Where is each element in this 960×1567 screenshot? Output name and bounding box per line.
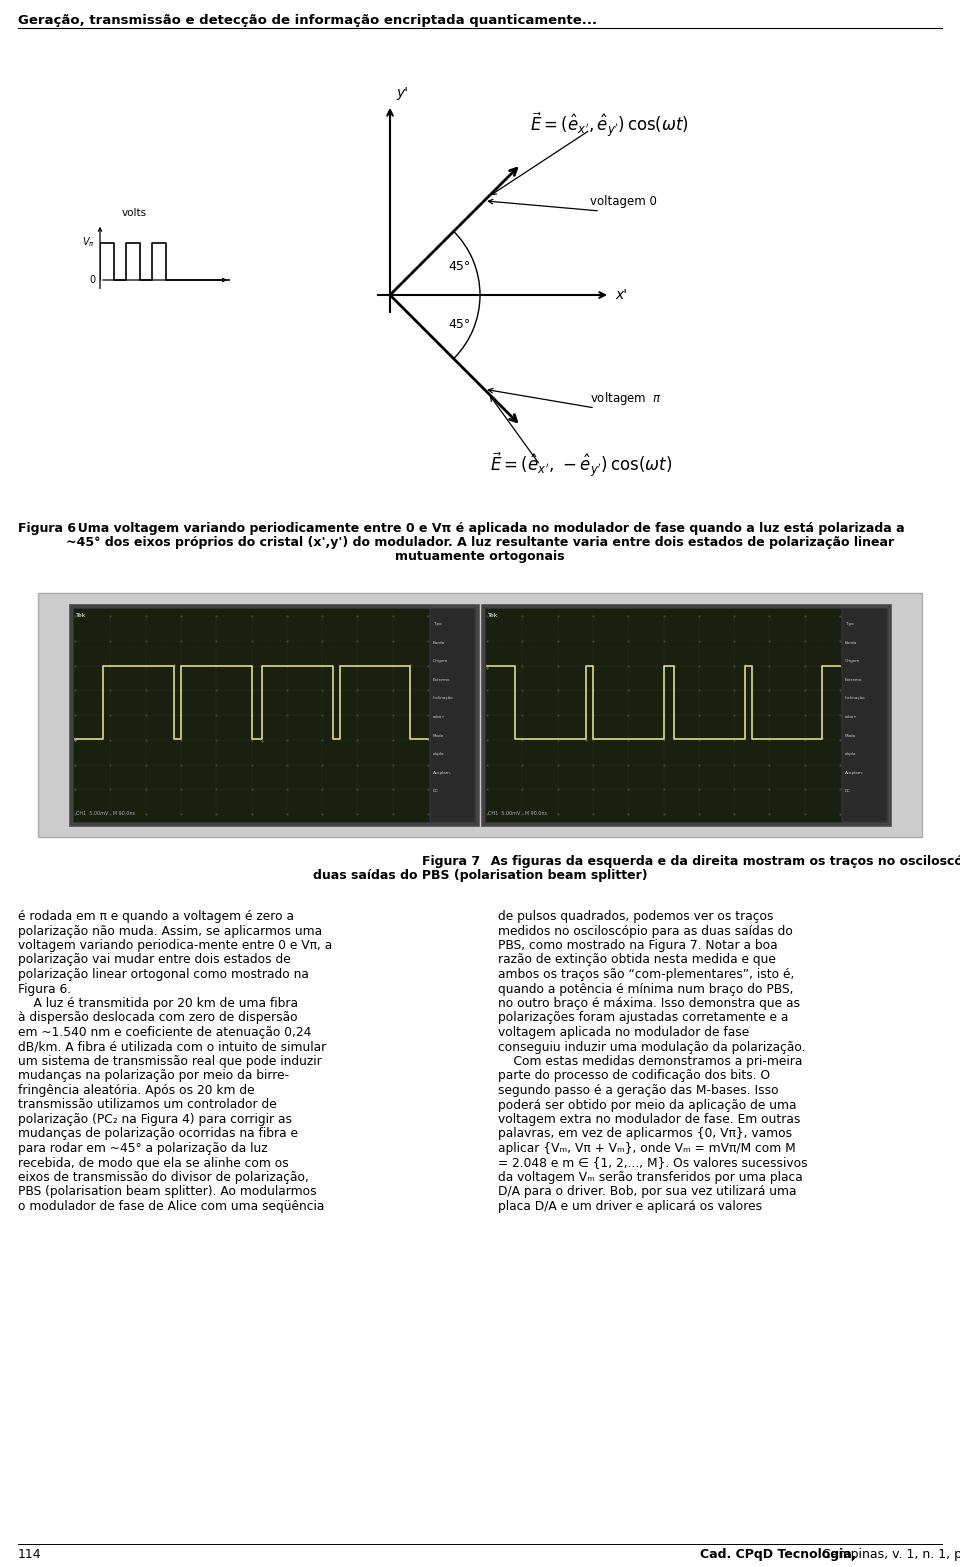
Text: DC: DC <box>433 790 439 793</box>
Text: Modo: Modo <box>433 733 444 738</box>
Text: eixos de transmissão do divisor de polarização,: eixos de transmissão do divisor de polar… <box>18 1171 309 1185</box>
Bar <box>69 603 479 826</box>
Text: D/A para o driver. Bob, por sua vez utilizará uma: D/A para o driver. Bob, por sua vez util… <box>498 1186 797 1199</box>
Text: Borda: Borda <box>845 641 857 644</box>
Text: Figura 6.: Figura 6. <box>18 983 71 995</box>
Text: placa D/A e um driver e aplicará os valores: placa D/A e um driver e aplicará os valo… <box>498 1200 762 1213</box>
Text: em ~1.540 nm e coeficiente de atenuação 0,24: em ~1.540 nm e coeficiente de atenuação … <box>18 1026 311 1039</box>
Text: polarização não muda. Assim, se aplicarmos uma: polarização não muda. Assim, se aplicarm… <box>18 925 323 937</box>
Text: um sistema de transmissão real que pode induzir: um sistema de transmissão real que pode … <box>18 1055 322 1069</box>
Text: Tek: Tek <box>488 613 498 617</box>
Text: fringência aleatória. Após os 20 km de: fringência aleatória. Após os 20 km de <box>18 1084 254 1097</box>
Text: polarização linear ortogonal como mostrado na: polarização linear ortogonal como mostra… <box>18 968 309 981</box>
Text: voltagem  $\pi$: voltagem $\pi$ <box>590 390 662 407</box>
Text: da voltagem Vₘ serão transferidos por uma placa: da voltagem Vₘ serão transferidos por um… <box>498 1171 803 1185</box>
Text: medidos no osciloscópio para as duas saídas do: medidos no osciloscópio para as duas saí… <box>498 925 793 937</box>
Text: polarização vai mudar entre dois estados de: polarização vai mudar entre dois estados… <box>18 953 291 967</box>
Text: Extremo: Extremo <box>845 679 862 682</box>
Text: $\vec{E} = (\hat{e}_{x^{\prime}},\hat{e}_{y^{\prime}})\,\cos(\omega t)$: $\vec{E} = (\hat{e}_{x^{\prime}},\hat{e}… <box>530 110 689 139</box>
Text: parte do processo de codificação dos bits. O: parte do processo de codificação dos bit… <box>498 1070 770 1083</box>
Text: para rodar em ~45° a polarização da luz: para rodar em ~45° a polarização da luz <box>18 1142 268 1155</box>
Text: 114: 114 <box>18 1548 41 1561</box>
Text: duplo: duplo <box>845 752 856 757</box>
Text: voltagem 0: voltagem 0 <box>590 194 657 208</box>
Text: $\vec{E} = (\hat{e}_{x^{\prime}},\,-\hat{e}_{y^{\prime}})\,\cos(\omega t)$: $\vec{E} = (\hat{e}_{x^{\prime}},\,-\hat… <box>490 450 672 478</box>
Text: = 2.048 e m ∈ {1, 2,..., M}. Os valores sucessivos: = 2.048 e m ∈ {1, 2,..., M}. Os valores … <box>498 1156 807 1169</box>
Text: mutuamente ortogonais: mutuamente ortogonais <box>396 550 564 563</box>
Text: Geração, transmissão e detecção de informação encriptada quanticamente...: Geração, transmissão e detecção de infor… <box>18 14 597 27</box>
Text: PBS (polarisation beam splitter). Ao modularmos: PBS (polarisation beam splitter). Ao mod… <box>18 1186 317 1199</box>
Text: CH1  5.00mV   M 90.0ns: CH1 5.00mV M 90.0ns <box>76 812 135 816</box>
Text: CH1  5.00mV   M 90.0ns: CH1 5.00mV M 90.0ns <box>488 812 547 816</box>
Bar <box>842 608 887 823</box>
Text: A luz é transmitida por 20 km de uma fibra: A luz é transmitida por 20 km de uma fib… <box>18 997 298 1011</box>
Text: poderá ser obtido por meio da aplicação de uma: poderá ser obtido por meio da aplicação … <box>498 1098 797 1111</box>
Text: aplicar {Vₘ, Vπ + Vₘ}, onde Vₘ = mVπ/M com M: aplicar {Vₘ, Vπ + Vₘ}, onde Vₘ = mVπ/M c… <box>498 1142 796 1155</box>
Text: quando a potência é mínima num braço do PBS,: quando a potência é mínima num braço do … <box>498 983 794 995</box>
Text: As figuras da esquerda e da direita mostram os traços no osciloscópio das: As figuras da esquerda e da direita most… <box>482 856 960 868</box>
Text: Origem: Origem <box>845 660 860 663</box>
Text: Cad. CPqD Tecnologia,: Cad. CPqD Tecnologia, <box>700 1548 856 1561</box>
Text: Uma voltagem variando periodicamente entre 0 e Vπ é aplicada no modulador de fas: Uma voltagem variando periodicamente ent… <box>69 522 904 534</box>
Text: transmissão utilizamos um controlador de: transmissão utilizamos um controlador de <box>18 1098 276 1111</box>
Text: $V_\pi$: $V_\pi$ <box>83 235 95 249</box>
Text: voltagem variando periodica-mente entre 0 e Vπ, a: voltagem variando periodica-mente entre … <box>18 939 332 953</box>
Text: volts: volts <box>122 208 147 218</box>
Bar <box>481 603 891 826</box>
Text: x': x' <box>615 288 627 302</box>
Text: segundo passo é a geração das M-bases. Isso: segundo passo é a geração das M-bases. I… <box>498 1084 779 1097</box>
Text: à dispersão deslocada com zero de dispersão: à dispersão deslocada com zero de disper… <box>18 1012 298 1025</box>
Bar <box>430 608 475 823</box>
Text: robô+: robô+ <box>845 715 857 719</box>
Text: razão de extinção obtida nesta medida e que: razão de extinção obtida nesta medida e … <box>498 953 776 967</box>
Text: Origem: Origem <box>433 660 448 663</box>
Text: dB/km. A fibra é utilizada com o intuito de simular: dB/km. A fibra é utilizada com o intuito… <box>18 1040 326 1053</box>
Text: Campinas, v. 1, n. 1, p. 109-117, jan./dez. 2005: Campinas, v. 1, n. 1, p. 109-117, jan./d… <box>818 1548 960 1561</box>
Text: Inclinação: Inclinação <box>845 696 866 700</box>
Text: Tek: Tek <box>76 613 86 617</box>
Text: Acoplam.: Acoplam. <box>845 771 864 774</box>
Text: Tipo: Tipo <box>845 622 853 625</box>
Text: polarização (PC₂ na Figura 4) para corrigir as: polarização (PC₂ na Figura 4) para corri… <box>18 1113 292 1127</box>
Text: duplo: duplo <box>433 752 444 757</box>
Text: robô+: robô+ <box>433 715 445 719</box>
Text: Borda: Borda <box>433 641 445 644</box>
Text: Figura 6: Figura 6 <box>18 522 76 534</box>
Text: Modo: Modo <box>845 733 856 738</box>
Text: mudanças na polarização por meio da birre-: mudanças na polarização por meio da birr… <box>18 1070 289 1083</box>
Text: 45°: 45° <box>448 260 470 274</box>
Text: DC: DC <box>845 790 851 793</box>
Text: voltagem aplicada no modulador de fase: voltagem aplicada no modulador de fase <box>498 1026 749 1039</box>
Text: polarizações foram ajustadas corretamente e a: polarizações foram ajustadas corretament… <box>498 1012 788 1025</box>
Text: ambos os traços são “com-plementares”, isto é,: ambos os traços são “com-plementares”, i… <box>498 968 794 981</box>
Text: mudanças de polarização ocorridas na fibra e: mudanças de polarização ocorridas na fib… <box>18 1128 298 1141</box>
Text: palavras, em vez de aplicarmos {0, Vπ}, vamos: palavras, em vez de aplicarmos {0, Vπ}, … <box>498 1128 792 1141</box>
Text: Inclinação: Inclinação <box>433 696 454 700</box>
Text: de pulsos quadrados, podemos ver os traços: de pulsos quadrados, podemos ver os traç… <box>498 910 774 923</box>
Bar <box>73 608 475 823</box>
Text: no outro braço é máxima. Isso demonstra que as: no outro braço é máxima. Isso demonstra … <box>498 997 800 1011</box>
Text: Tipo: Tipo <box>433 622 442 625</box>
Text: 45°: 45° <box>448 318 470 332</box>
Text: Figura 7: Figura 7 <box>421 856 480 868</box>
Text: duas saídas do PBS (polarisation beam splitter): duas saídas do PBS (polarisation beam sp… <box>313 870 647 882</box>
Text: é rodada em π e quando a voltagem é zero a: é rodada em π e quando a voltagem é zero… <box>18 910 294 923</box>
Text: ~45° dos eixos próprios do cristal (x',y') do modulador. A luz resultante varia : ~45° dos eixos próprios do cristal (x',y… <box>66 536 894 548</box>
Bar <box>485 608 887 823</box>
Text: conseguiu induzir uma modulação da polarização.: conseguiu induzir uma modulação da polar… <box>498 1040 805 1053</box>
Text: voltagem extra no modulador de fase. Em outras: voltagem extra no modulador de fase. Em … <box>498 1113 801 1127</box>
Text: PBS, como mostrado na Figura 7. Notar a boa: PBS, como mostrado na Figura 7. Notar a … <box>498 939 778 953</box>
Text: Acoplam.: Acoplam. <box>433 771 452 774</box>
Text: recebida, de modo que ela se alinhe com os: recebida, de modo que ela se alinhe com … <box>18 1156 289 1169</box>
Text: Com estas medidas demonstramos a pri-meira: Com estas medidas demonstramos a pri-mei… <box>498 1055 803 1069</box>
Text: o modulador de fase de Alice com uma seqüência: o modulador de fase de Alice com uma seq… <box>18 1200 324 1213</box>
Text: y': y' <box>396 86 408 100</box>
Text: Extremo: Extremo <box>433 679 450 682</box>
Text: 0: 0 <box>89 274 95 285</box>
Bar <box>38 592 922 837</box>
